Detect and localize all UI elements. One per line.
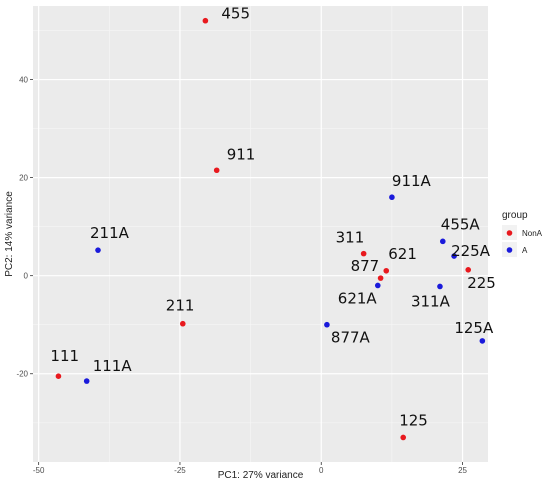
point-877 xyxy=(377,275,384,281)
point-877A xyxy=(324,321,330,328)
data-points xyxy=(55,17,486,441)
y-tick-label: 0 xyxy=(24,272,29,281)
label-225A: 225A xyxy=(451,242,491,260)
point-111 xyxy=(55,373,62,379)
point-125A xyxy=(479,338,486,344)
point-211 xyxy=(179,320,186,327)
point-111A xyxy=(83,378,90,384)
legend-dot-A xyxy=(506,247,513,253)
label-125A: 125A xyxy=(454,319,494,337)
point-621A xyxy=(374,282,381,289)
label-225: 225 xyxy=(467,274,496,292)
y-axis-ticks: -20 0 20 40 xyxy=(16,76,33,379)
major-gridlines xyxy=(33,6,488,462)
minor-gridlines xyxy=(33,6,488,462)
point-311 xyxy=(360,250,367,257)
label-911: 911 xyxy=(227,145,256,163)
point-225 xyxy=(465,266,472,273)
label-311A: 311A xyxy=(411,292,451,310)
legend-label-NonA: NonA xyxy=(522,229,543,238)
x-axis-ticks: -50 -25 0 25 xyxy=(33,462,468,475)
label-125: 125 xyxy=(399,411,428,429)
y-axis-title: PC2: 14% variance xyxy=(4,191,15,277)
point-211A xyxy=(95,247,101,253)
legend-label-A: A xyxy=(522,246,528,255)
plot-panel xyxy=(33,6,488,462)
label-455A: 455A xyxy=(441,215,481,233)
label-211: 211 xyxy=(166,297,195,315)
point-455 xyxy=(202,17,209,24)
label-621A: 621A xyxy=(338,289,378,307)
point-455A xyxy=(439,238,446,245)
legend-entries: NonA A xyxy=(502,225,543,257)
label-111: 111 xyxy=(50,347,79,365)
label-877A: 877A xyxy=(331,329,371,347)
legend-title: group xyxy=(502,210,528,221)
label-455: 455 xyxy=(221,5,250,23)
point-311A xyxy=(437,283,443,290)
label-621: 621 xyxy=(388,245,417,263)
point-labels: 455 911 311 621 877 225 211 111 125 911A 211A 455A 2… xyxy=(50,5,495,430)
label-877: 877 xyxy=(351,257,380,275)
label-211A: 211A xyxy=(90,224,130,242)
legend: group NonA A xyxy=(502,210,543,257)
y-tick-label: 20 xyxy=(19,174,28,183)
legend-dot-NonA xyxy=(506,230,513,236)
point-911A xyxy=(389,194,395,201)
y-tick-label: 40 xyxy=(19,76,28,85)
label-111A: 111A xyxy=(93,357,133,375)
label-911A: 911A xyxy=(392,172,432,190)
x-tick-label: 0 xyxy=(319,466,324,475)
point-125 xyxy=(400,434,407,441)
point-225A xyxy=(451,253,457,259)
label-311: 311 xyxy=(336,229,365,247)
x-tick-label: -50 xyxy=(33,466,45,475)
point-621 xyxy=(383,267,390,274)
x-tick-label: -25 xyxy=(174,466,186,475)
y-tick-label: -20 xyxy=(16,370,28,379)
x-axis-title: PC1: 27% variance xyxy=(218,470,304,481)
x-tick-label: 25 xyxy=(458,466,467,475)
point-911 xyxy=(213,167,220,174)
